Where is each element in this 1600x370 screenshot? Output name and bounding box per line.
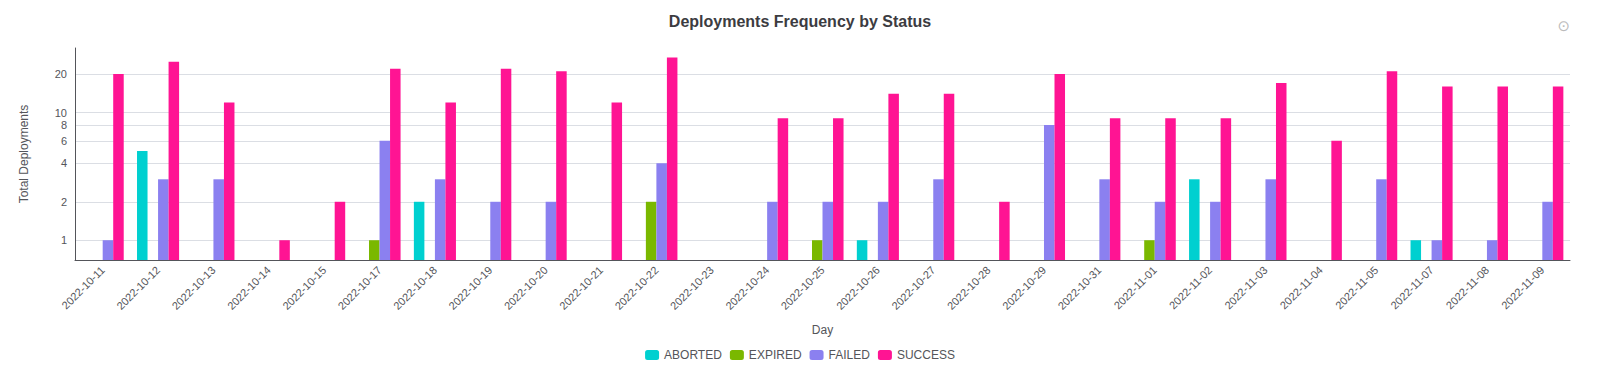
svg-text:2022-11-07: 2022-11-07 (1388, 264, 1436, 312)
svg-text:2022-10-25: 2022-10-25 (779, 264, 827, 312)
svg-text:2022-10-24: 2022-10-24 (723, 264, 771, 312)
svg-text:2022-10-26: 2022-10-26 (834, 264, 882, 312)
svg-text:Total Deployments: Total Deployments (17, 105, 31, 204)
svg-text:2022-11-01: 2022-11-01 (1111, 264, 1159, 312)
svg-text:2022-10-18: 2022-10-18 (391, 264, 439, 312)
svg-text:2022-11-09: 2022-11-09 (1499, 264, 1547, 312)
svg-text:2022-10-19: 2022-10-19 (446, 264, 494, 312)
svg-text:2022-10-22: 2022-10-22 (612, 264, 660, 312)
svg-text:20: 20 (55, 68, 67, 80)
svg-text:1: 1 (61, 234, 67, 246)
svg-text:2022-11-04: 2022-11-04 (1277, 264, 1325, 312)
svg-text:2022-10-17: 2022-10-17 (336, 264, 384, 312)
svg-text:2022-10-15: 2022-10-15 (280, 264, 328, 312)
svg-text:SUCCESS: SUCCESS (897, 348, 955, 362)
svg-text:2022-10-13: 2022-10-13 (169, 264, 217, 312)
svg-text:Day: Day (812, 323, 833, 337)
svg-text:10: 10 (55, 107, 67, 119)
svg-text:2022-10-28: 2022-10-28 (945, 264, 993, 312)
svg-text:Deployments Frequency by Statu: Deployments Frequency by Status (669, 13, 931, 30)
svg-text:2022-11-02: 2022-11-02 (1167, 264, 1215, 312)
svg-text:8: 8 (61, 119, 67, 131)
svg-text:4: 4 (61, 157, 67, 169)
svg-text:2022-10-20: 2022-10-20 (502, 264, 550, 312)
svg-text:2: 2 (61, 196, 67, 208)
svg-text:⊙: ⊙ (1557, 17, 1570, 34)
svg-text:6: 6 (61, 135, 67, 147)
svg-text:EXPIRED: EXPIRED (749, 348, 802, 362)
svg-text:2022-10-21: 2022-10-21 (557, 264, 605, 312)
svg-text:ABORTED: ABORTED (664, 348, 722, 362)
svg-text:2022-11-08: 2022-11-08 (1444, 264, 1492, 312)
svg-text:2022-11-03: 2022-11-03 (1222, 264, 1270, 312)
svg-text:2022-10-12: 2022-10-12 (114, 264, 162, 312)
svg-text:2022-10-14: 2022-10-14 (225, 264, 273, 312)
svg-text:2022-10-29: 2022-10-29 (1000, 264, 1048, 312)
svg-text:FAILED: FAILED (829, 348, 871, 362)
svg-text:2022-10-31: 2022-10-31 (1055, 264, 1103, 312)
svg-text:2022-10-27: 2022-10-27 (889, 264, 937, 312)
svg-text:2022-10-11: 2022-10-11 (59, 264, 107, 312)
svg-text:2022-11-05: 2022-11-05 (1333, 264, 1381, 312)
svg-text:2022-10-23: 2022-10-23 (668, 264, 716, 312)
